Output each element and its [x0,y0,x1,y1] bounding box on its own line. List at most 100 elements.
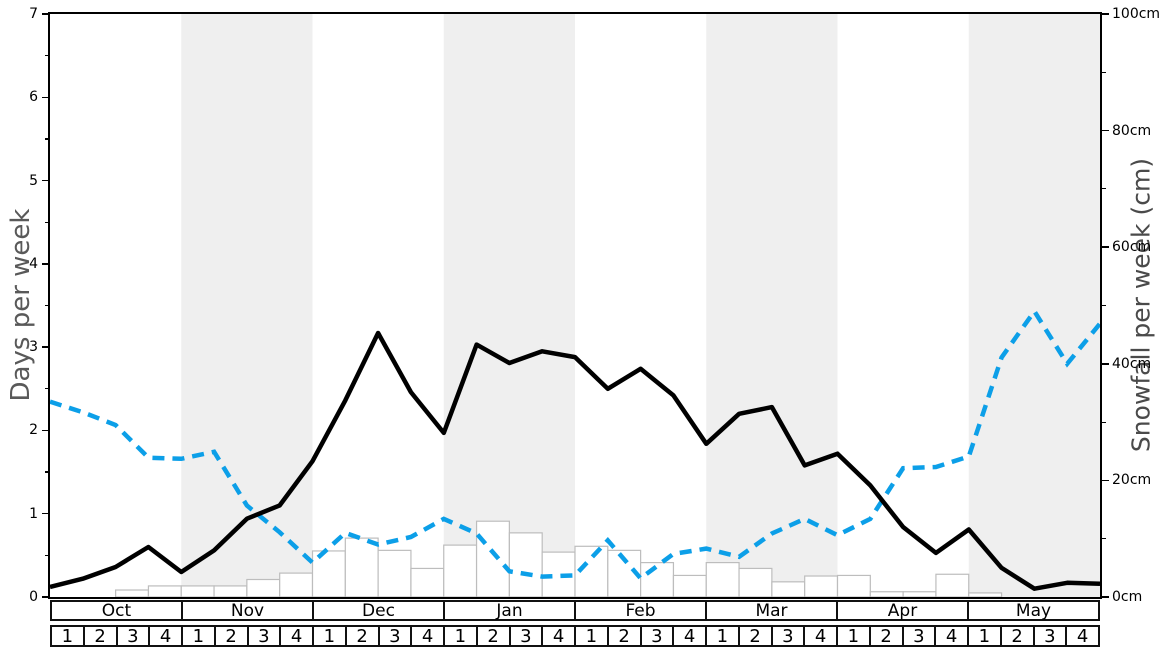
left-tick-label: 6 [29,89,38,106]
snowfall-bar [804,575,839,597]
right-major-tick [1102,479,1109,482]
snowfall-bar [738,567,773,597]
right-tick-label: 100cm [1112,6,1161,22]
week-cell-dec-2: 2 [346,626,380,647]
week-cell-may-3: 3 [1034,626,1068,647]
right-major-tick [1102,129,1109,132]
left-minor-tick [45,221,49,223]
snowfall-bar [344,537,379,597]
left-axis-title: Days per week [6,208,36,402]
week-cell-dec-1: 1 [314,626,347,647]
week-cell-mar-1: 1 [707,626,740,647]
week-cell-oct-2: 2 [84,626,118,647]
month-cell-nov: Nov [183,601,314,621]
left-tick-label: 3 [29,339,38,356]
snowfall-bar [311,550,346,597]
right-tick-label: 20cm [1112,472,1152,489]
week-cell-mar-3: 3 [772,626,806,647]
left-major-tick [42,13,49,15]
week-cell-jan-1: 1 [445,626,478,647]
right-minor-tick [1102,304,1106,307]
month-cell-feb: Feb [576,601,707,621]
week-cell-nov-1: 1 [183,626,216,647]
week-cell-may-4: 4 [1067,626,1098,647]
snowfall-bar [279,572,314,597]
snowfall-bar [508,532,543,597]
snowfall-bar [246,578,281,597]
left-major-tick [42,429,49,432]
left-minor-tick [45,554,49,556]
week-cell-dec-4: 4 [412,626,445,647]
left-minor-tick [45,471,49,473]
month-band-mar [706,14,838,597]
month-cell-oct: Oct [52,601,183,621]
month-cell-may: May [969,601,1098,621]
left-minor-tick [45,138,49,140]
right-minor-tick [1102,71,1106,73]
left-minor-tick [45,55,49,57]
week-cell-apr-2: 2 [870,626,904,647]
left-major-tick [42,263,49,265]
snowfall-bar [705,562,740,597]
plot-canvas [50,14,1100,597]
snowfall-bar [902,591,937,597]
left-tick-label: 1 [29,505,38,522]
week-cell-feb-3: 3 [641,626,675,647]
snowfall-bar [443,544,478,597]
week-cell-feb-2: 2 [608,626,642,647]
snowfall-bar [771,581,806,597]
left-major-tick [42,346,49,348]
week-cell-may-2: 2 [1001,626,1035,647]
right-axis-title: Snowfall per week (cm) [1126,157,1156,453]
week-cell-oct-1: 1 [52,626,85,647]
week-cell-jan-3: 3 [510,626,544,647]
week-cell-dec-3: 3 [379,626,413,647]
week-cell-apr-3: 3 [903,626,937,647]
snowfall-bar [377,549,412,597]
left-minor-tick [45,304,49,307]
left-major-tick [42,96,49,99]
left-tick-label: 5 [29,172,38,189]
snowfall-bar [410,567,445,597]
snowfall-bar [213,585,248,597]
month-band-may [968,14,1100,597]
snowfall-bar [836,574,871,597]
snowfall-bar [640,562,675,597]
snowfall-bar [869,591,904,597]
week-cell-mar-4: 4 [805,626,838,647]
month-cell-apr: Apr [838,601,969,621]
month-cell-dec: Dec [314,601,445,621]
snowfall-bar [115,589,150,597]
snowfall-bar [968,592,1003,597]
left-tick-label: 4 [29,255,38,272]
week-cell-jan-2: 2 [477,626,511,647]
plot-area [48,12,1102,599]
left-major-tick [42,179,49,182]
week-cell-feb-1: 1 [576,626,609,647]
week-cell-jan-4: 4 [543,626,576,647]
week-cell-apr-4: 4 [936,626,969,647]
snowfall-bar [935,573,970,597]
right-minor-tick [1102,538,1106,540]
week-cell-mar-2: 2 [739,626,773,647]
week-cell-oct-4: 4 [150,626,183,647]
left-tick-label: 7 [29,6,38,22]
right-tick-label: 60cm [1112,239,1152,256]
week-cell-nov-3: 3 [248,626,282,647]
snowfall-cm-line [50,307,1100,582]
month-cell-mar: Mar [707,601,838,621]
week-cell-nov-2: 2 [215,626,249,647]
week-cell-nov-4: 4 [281,626,314,647]
right-minor-tick [1102,421,1106,423]
left-minor-tick [45,388,49,390]
month-axis-row: Oct Nov Dec Jan Feb Mar Apr May [50,600,1100,621]
right-major-tick [1102,13,1109,15]
right-tick-label: 40cm [1112,355,1152,372]
left-tick-label: 2 [29,422,38,439]
week-cell-feb-4: 4 [674,626,707,647]
week-cell-apr-1: 1 [838,626,871,647]
week-cell-may-1: 1 [969,626,1002,647]
month-band-jan [443,14,575,597]
